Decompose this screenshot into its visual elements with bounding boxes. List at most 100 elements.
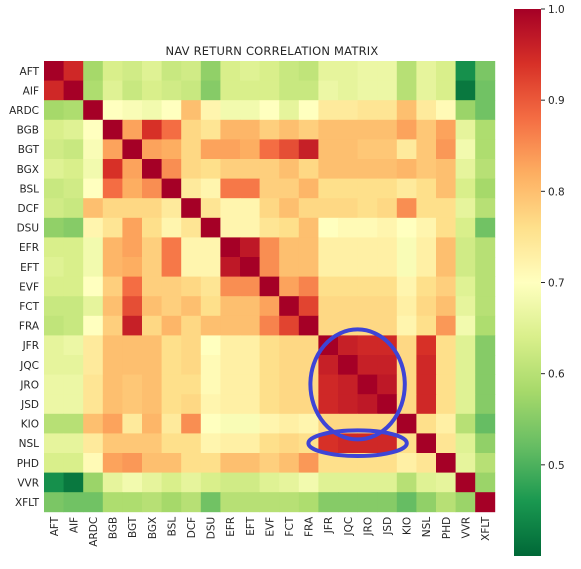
heatmap-cell-ARDC-ARDC [83, 100, 104, 121]
heatmap-cell-BGB-FRA [298, 119, 319, 140]
heatmap-cell-DSU-BGT [122, 217, 143, 238]
heatmap-cell-EFR-FCT [279, 237, 300, 258]
heatmap-cell-EVF-EFR [220, 276, 241, 297]
heatmap-cell-XFLT-NSL [416, 492, 437, 513]
heatmap-cell-JSD-JRO [357, 394, 378, 415]
heatmap-cell-BGB-BGX [142, 119, 162, 140]
heatmap-cell-EFT-KIO [396, 257, 417, 277]
heatmap-cell-DCF-KIO [396, 198, 417, 219]
heatmap-cell-ARDC-JFR [318, 100, 339, 121]
heatmap-cell-VVR-FCT [279, 472, 300, 493]
heatmap-cell-EFT-JRO [357, 257, 378, 277]
heatmap-cell-JRO-NSL [416, 374, 437, 395]
heatmap-cell-JSD-EFR [220, 394, 241, 415]
heatmap-cell-BGB-FCT [279, 119, 300, 140]
heatmap-cell-EFT-FCT [279, 257, 300, 277]
heatmap-cell-DSU-KIO [396, 217, 417, 238]
heatmap-cell-EFR-ARDC [83, 237, 104, 258]
heatmap-cell-BGT-KIO [396, 139, 417, 160]
heatmap-cell-DCF-DCF [181, 198, 202, 219]
heatmap-cell-PHD-DSU [200, 453, 221, 473]
heatmap-cell-EFR-DSU [200, 237, 221, 258]
heatmap-cell-NSL-AFT [44, 433, 64, 454]
heatmap-cell-PHD-BSL [161, 453, 182, 473]
heatmap-cell-BGX-KIO [396, 159, 417, 179]
y-tick-label: BGB [17, 125, 39, 137]
heatmap-cell-BSL-FCT [279, 178, 300, 199]
heatmap-cell-JQC-BGT [122, 355, 143, 375]
heatmap-cell-KIO-PHD [436, 413, 456, 434]
heatmap-cell-EFR-BSL [161, 237, 182, 258]
heatmap-cell-AIF-BGT [122, 80, 143, 101]
heatmap-cell-JFR-AIF [63, 335, 84, 356]
heatmap-cell-DCF-ARDC [83, 198, 104, 219]
heatmap-cell-FCT-BSL [161, 296, 182, 317]
heatmap-cell-VVR-JQC [338, 472, 358, 493]
x-tick-label: EVF [264, 517, 276, 537]
heatmap-cell-FRA-FCT [279, 315, 300, 336]
heatmap-cell-ARDC-FRA [298, 100, 319, 121]
heatmap-cell-EVF-DSU [200, 276, 221, 297]
heatmap-cell-FCT-PHD [436, 296, 456, 317]
heatmap-cell-BGT-JQC [338, 139, 358, 160]
heatmap-cell-AIF-EFR [220, 80, 241, 101]
heatmap-cell-PHD-KIO [396, 453, 417, 473]
heatmap-cell-NSL-EFT [240, 433, 260, 454]
x-tick-label: XFLT [480, 516, 492, 541]
heatmap-cell-PHD-EFT [240, 453, 260, 473]
heatmap-cell-VVR-PHD [436, 472, 456, 493]
heatmap-cell-PHD-ARDC [83, 453, 104, 473]
heatmap-cell-KIO-DSU [200, 413, 221, 434]
heatmap-cell-KIO-DCF [181, 413, 202, 434]
x-tick-label: DSU [206, 517, 218, 539]
heatmap-cell-DSU-BGB [102, 217, 123, 238]
colorbar-tick-label: 0.9 [548, 95, 565, 107]
heatmap-cell-NSL-DCF [181, 433, 202, 454]
heatmap-cell-JQC-JSD [377, 355, 398, 375]
heatmap-cell-DSU-EFT [240, 217, 260, 238]
heatmap-cell-JRO-BGT [122, 374, 143, 395]
heatmap-cell-VVR-BGX [142, 472, 162, 493]
heatmap-cell-PHD-VVR [455, 453, 476, 473]
heatmap-cell-XFLT-JFR [318, 492, 339, 513]
heatmap-cell-AFT-JQC [338, 61, 358, 81]
y-tick-label: DCF [18, 203, 39, 215]
heatmap-cell-BGT-BSL [161, 139, 182, 160]
heatmap-cell-XFLT-PHD [436, 492, 456, 513]
heatmap-cell-JFR-KIO [396, 335, 417, 356]
y-tick-label: JRO [19, 379, 39, 391]
heatmap-cell-DCF-NSL [416, 198, 437, 219]
heatmap-cell-EVF-PHD [436, 276, 456, 297]
heatmap-cell-EVF-ARDC [83, 276, 104, 297]
heatmap-cell-XFLT-AFT [44, 492, 64, 513]
heatmap-cell-KIO-XFLT [475, 413, 496, 434]
heatmap-cell-FCT-DSU [200, 296, 221, 317]
heatmap-cell-AFT-BGT [122, 61, 143, 81]
heatmap-cell-XFLT-ARDC [83, 492, 104, 513]
heatmap-cell-JFR-DSU [200, 335, 221, 356]
heatmap-cell-FCT-XFLT [475, 296, 496, 317]
x-tick-label: DCF [186, 517, 198, 538]
heatmap-cell-FCT-JQC [338, 296, 358, 317]
y-tick-label: EFT [20, 262, 39, 274]
heatmap-cell-JRO-JQC [338, 374, 358, 395]
annotations [306, 327, 409, 459]
heatmap-cell-PHD-JRO [357, 453, 378, 473]
heatmap-cell-BSL-FRA [298, 178, 319, 199]
heatmap-cell-BGX-FCT [279, 159, 300, 179]
heatmap-cell-JQC-ARDC [83, 355, 104, 375]
heatmap-cell-EFR-BGT [122, 237, 143, 258]
heatmap-cell-BSL-DSU [200, 178, 221, 199]
heatmap-cell-PHD-EFR [220, 453, 241, 473]
heatmap-cell-EFR-JRO [357, 237, 378, 258]
heatmap-cell-JSD-EVF [259, 394, 280, 415]
heatmap-cell-JFR-BGB [102, 335, 123, 356]
x-tick-label: JSD [382, 517, 394, 536]
heatmap-cell-EFR-PHD [436, 237, 456, 258]
heatmap-cell-AFT-DSU [200, 61, 221, 81]
heatmap-cell-EVF-JFR [318, 276, 339, 297]
heatmap-cell-KIO-KIO [396, 413, 417, 434]
heatmap-cell-DSU-AIF [63, 217, 84, 238]
heatmap-cell-BSL-JSD [377, 178, 398, 199]
